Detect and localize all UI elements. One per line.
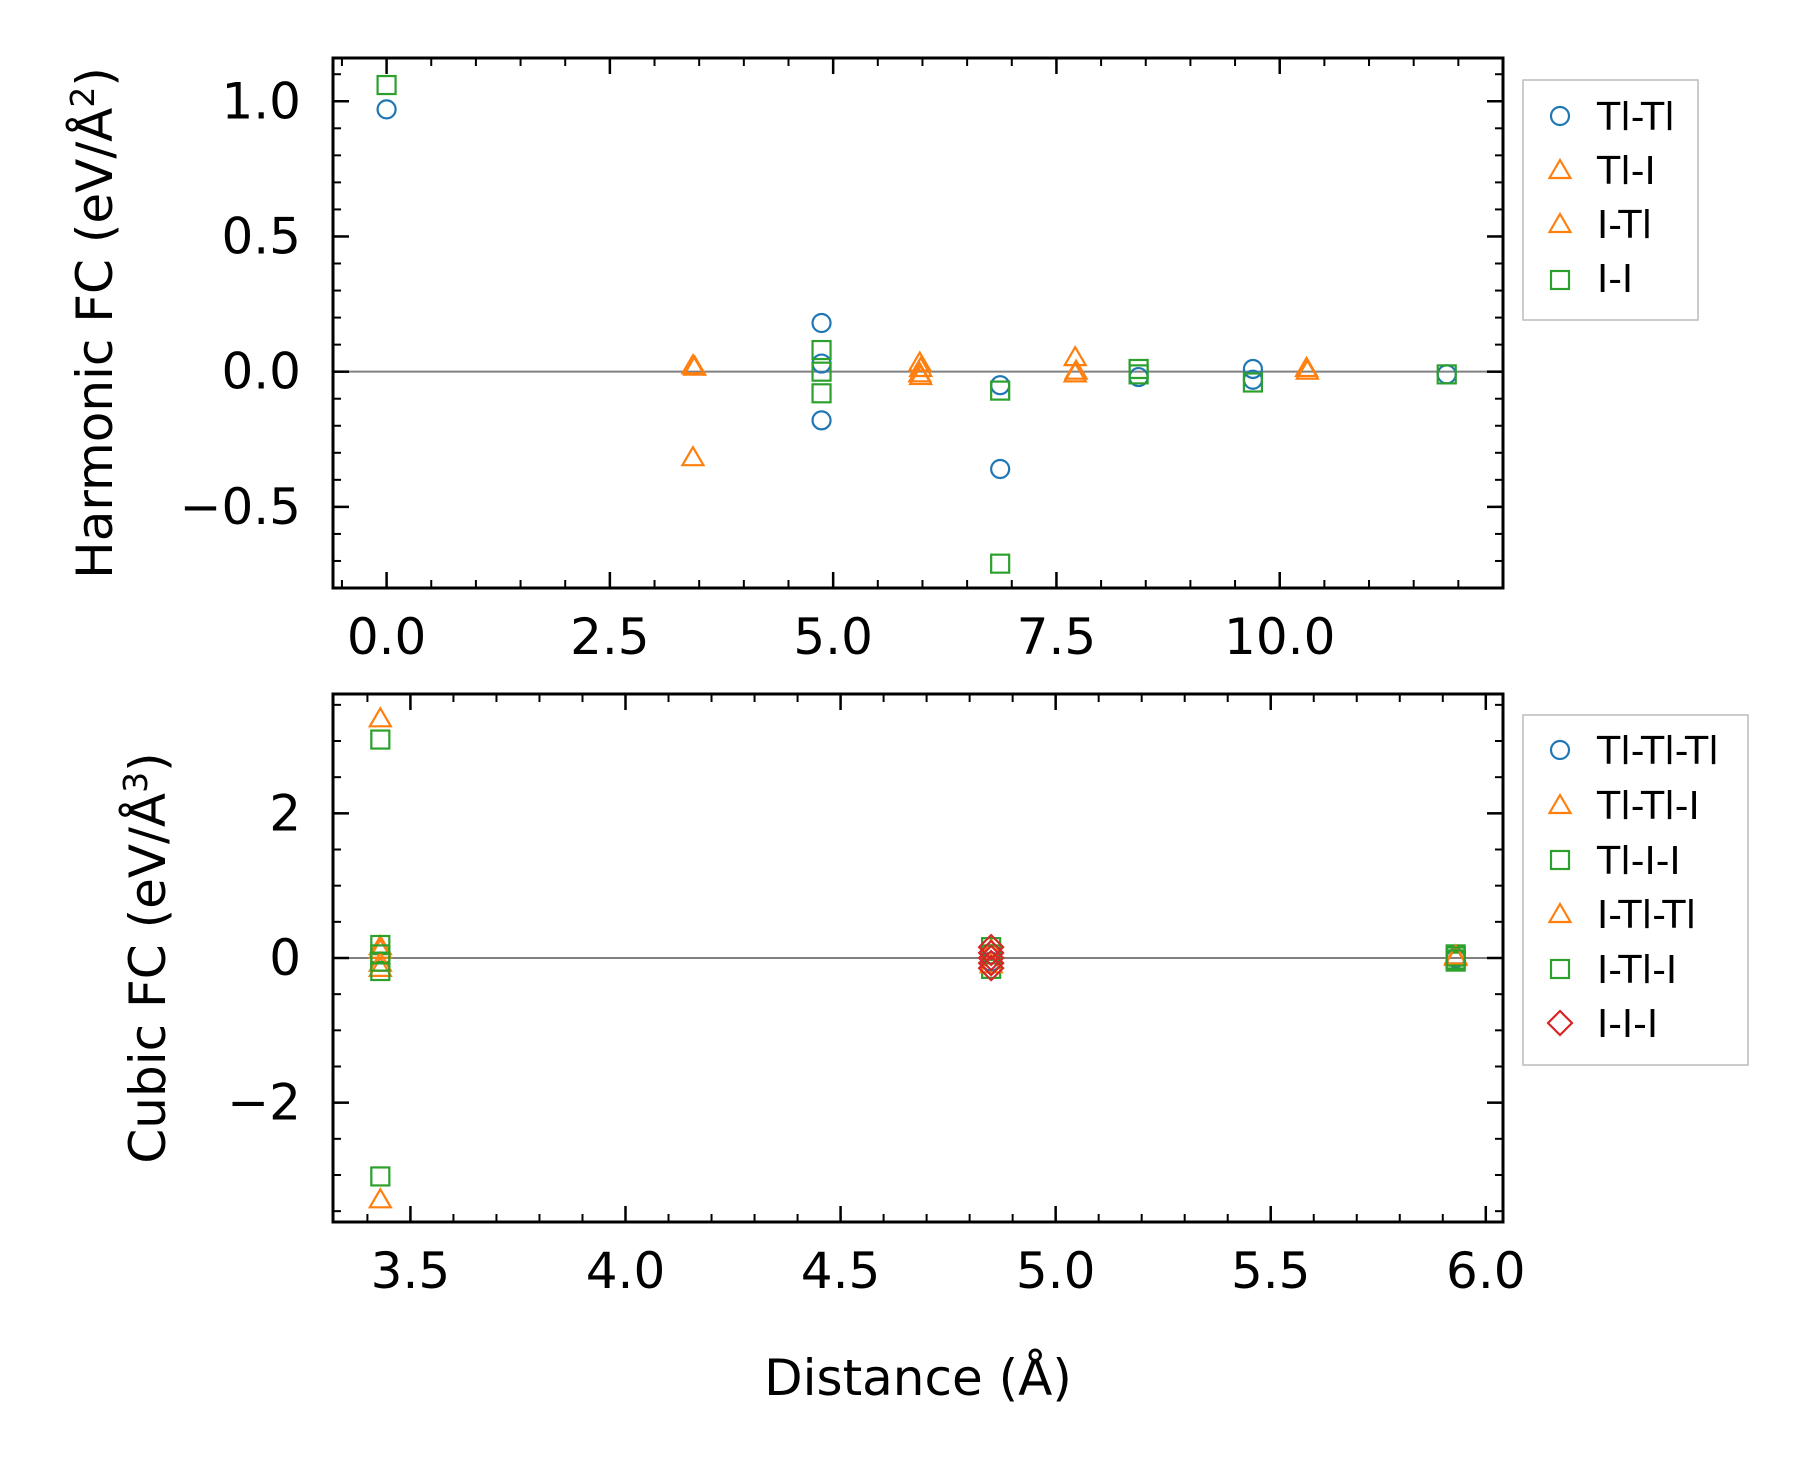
legend-entry: I-Tl-Tl <box>1547 893 1696 937</box>
x-tick-label: 0.0 <box>347 608 427 666</box>
legend-marker-i-tl <box>1547 211 1573 234</box>
x-tick-label: 6.0 <box>1446 1242 1526 1300</box>
point-i-i-i <box>977 954 1005 982</box>
point-tl-i-i <box>370 729 391 750</box>
y-axis-label: Harmonic FC (eV/Å2) <box>63 67 124 579</box>
point-i-i-i <box>977 939 1005 967</box>
x-axis-label: Distance (Å) <box>764 1349 1072 1407</box>
legend-label: Tl-I <box>1596 149 1656 193</box>
x-tick-label: 5.0 <box>1016 1242 1096 1300</box>
legend-label: I-Tl <box>1597 203 1652 247</box>
point-tl-i <box>907 350 933 372</box>
y-tick-label: 0 <box>269 929 301 987</box>
point-tl-tl-i <box>367 955 393 977</box>
point-i-tl <box>908 363 934 386</box>
legend-entry: Tl-I-I <box>1549 839 1681 883</box>
point-i-i <box>811 339 832 361</box>
point-i-i <box>811 383 832 404</box>
point-i-tl-tl <box>367 937 393 959</box>
axes-frame <box>331 692 1505 1224</box>
panel-cubic: 3.5 4.0 4.5 5.0 5.5 6.020−2 Cubic FC (eV/Å3) … <box>116 692 1749 1407</box>
point-i-i <box>1128 364 1149 385</box>
legend-label: Tl-Tl <box>1596 95 1675 139</box>
point-i-tl-i <box>370 951 391 972</box>
legend-label: I-Tl-Tl <box>1597 893 1696 937</box>
legend-entry: Tl-I <box>1547 149 1656 193</box>
legend-marker-i-i-i <box>1546 1009 1574 1037</box>
y-tick-label: −0.5 <box>180 478 301 536</box>
point-i-tl <box>1294 358 1320 380</box>
legend-marker-tl-tl-tl <box>1549 739 1571 761</box>
legend-entry: Tl-Tl <box>1549 95 1675 139</box>
x-tick-label: 3.5 <box>371 1242 451 1300</box>
point-tl-tl <box>990 375 1011 396</box>
point-tl-tl <box>811 410 832 431</box>
legend-marker-i-tl-tl <box>1547 901 1573 924</box>
legend-label: I-Tl-I <box>1597 948 1677 992</box>
x-tick-label: 7.5 <box>1017 608 1097 666</box>
legend-marker-tl-tl-i <box>1547 792 1573 815</box>
point-tl-tl-i <box>367 1187 393 1209</box>
point-tl-tl <box>990 458 1011 480</box>
point-tl-i <box>680 445 706 467</box>
x-tick-label: 4.5 <box>801 1242 881 1300</box>
legend-entry: I-I <box>1549 257 1633 301</box>
legend-marker-tl-tl <box>1549 105 1571 127</box>
y-tick-label: 2 <box>269 784 301 842</box>
x-tick-label: 5.5 <box>1231 1242 1311 1300</box>
legend-marker-tl-i <box>1547 157 1573 180</box>
point-i-tl <box>682 354 708 376</box>
y-tick-label: 0.5 <box>221 207 301 265</box>
y-tick-label: 0.0 <box>221 343 301 401</box>
legend-entry: Tl-Tl-Tl <box>1549 729 1719 773</box>
x-tick-label: 10.0 <box>1224 608 1335 666</box>
legend-marker-i-tl-i <box>1549 958 1571 980</box>
point-i-i <box>990 380 1011 401</box>
legend-label: Tl-Tl-I <box>1596 784 1700 828</box>
legend-label: Tl-I-I <box>1596 839 1681 883</box>
legend-entry: I-Tl-I <box>1549 948 1677 992</box>
legend-label: Tl-Tl-Tl <box>1596 729 1719 773</box>
point-i-i <box>1436 364 1457 385</box>
point-tl-tl <box>1436 364 1457 385</box>
x-tick-label: 4.0 <box>586 1242 666 1300</box>
legend-frame <box>1522 714 1749 1066</box>
point-tl-tl-i <box>367 706 393 728</box>
y-axis-label: Cubic FC (eV/Å3) <box>116 752 177 1163</box>
legend-marker-tl-i-i <box>1549 849 1571 871</box>
x-tick-label: 2.5 <box>570 608 650 666</box>
legend-label: I-I-I <box>1597 1002 1658 1046</box>
legend: Tl-Tl-Tl Tl-Tl-I Tl-I-I I-Tl-Tl I-Tl-I I… <box>1522 714 1749 1066</box>
point-tl-tl <box>376 99 397 120</box>
point-tl-i-i <box>370 1166 391 1187</box>
point-i-i-i <box>977 949 1005 977</box>
point-tl-tl <box>1242 358 1264 380</box>
point-i-i-i <box>977 944 1005 972</box>
legend-entry: Tl-Tl-I <box>1547 784 1700 828</box>
y-tick-label: 1.0 <box>221 72 301 130</box>
y-tick-label: −2 <box>227 1074 301 1132</box>
x-tick-label: 5.0 <box>793 608 873 666</box>
legend-entry: I-I-I <box>1546 1002 1658 1046</box>
point-i-i <box>376 74 397 96</box>
axes-frame <box>331 56 1505 590</box>
point-i-i <box>1242 372 1264 393</box>
point-i-tl <box>1063 358 1089 380</box>
legend: Tl-Tl Tl-I I-Tl I-I <box>1522 79 1699 321</box>
point-i-i <box>990 553 1011 574</box>
legend-label: I-I <box>1597 257 1633 301</box>
legend-entry: I-Tl <box>1547 203 1652 247</box>
legend-marker-i-i <box>1549 269 1571 291</box>
point-i-i <box>811 361 832 382</box>
panel-harmonic: 0.0 2.5 5.0 7.5 10.0 1.0 0.5 0.0 −0.5 Harmonic F… <box>63 56 1699 666</box>
point-tl-tl <box>811 312 832 334</box>
point-i-tl-i <box>1445 949 1466 970</box>
point-i-i-i <box>977 933 1005 961</box>
point-i-tl <box>908 355 934 378</box>
point-i-tl-tl <box>1443 943 1469 965</box>
